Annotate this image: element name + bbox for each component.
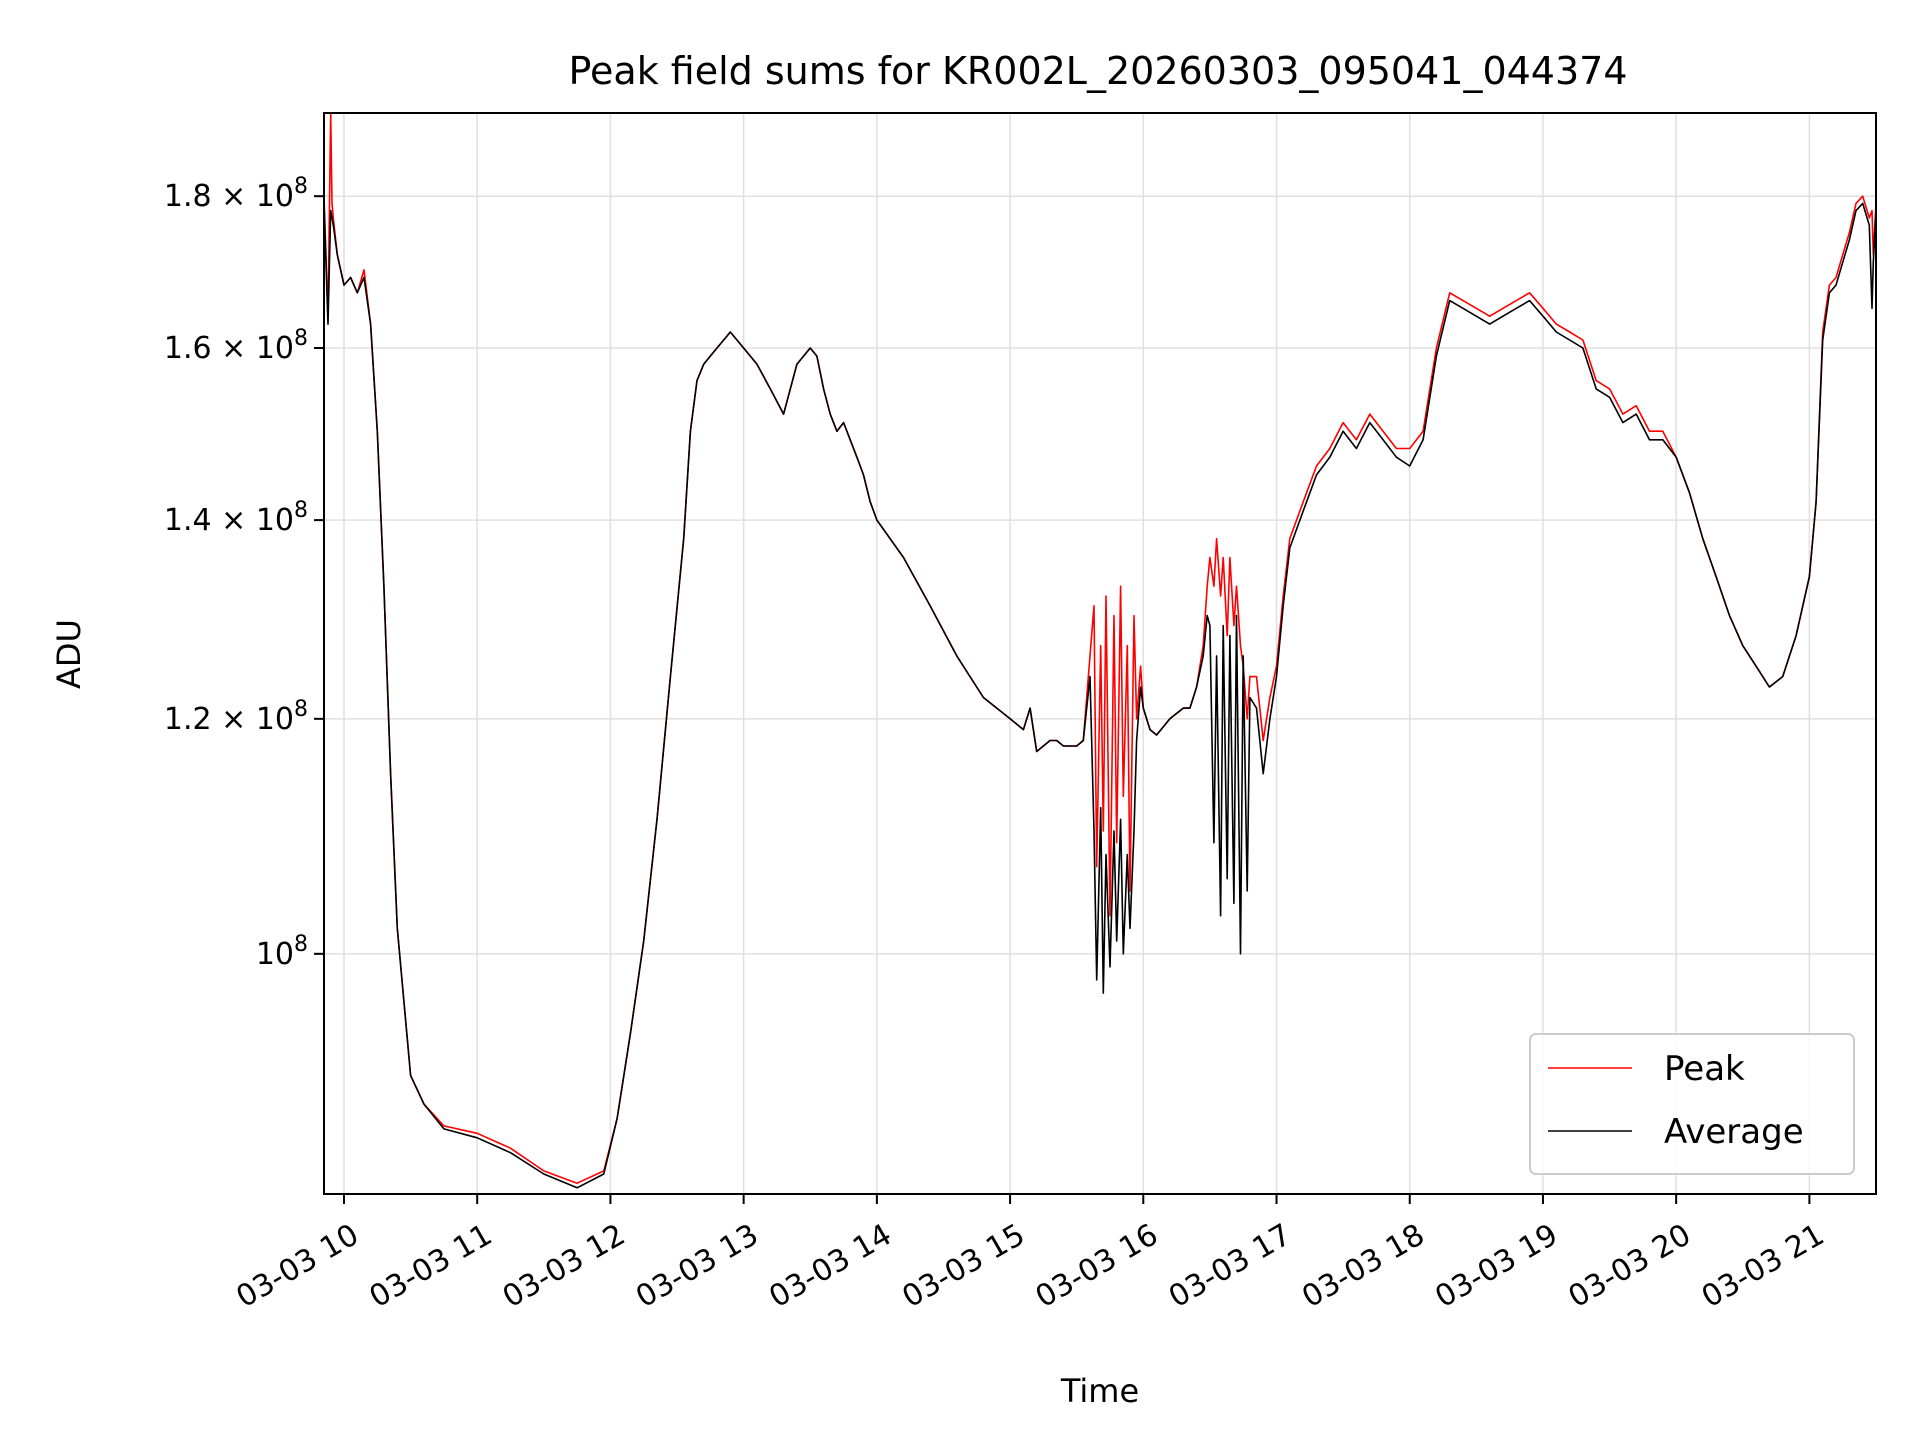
series-line-average <box>324 202 1876 1189</box>
x-axis-label: Time <box>1060 1372 1139 1410</box>
y-tick-label: 1.2 × 108 <box>164 697 308 737</box>
y-tick-label: 108 <box>256 932 308 972</box>
y-tick-label: 1.8 × 108 <box>164 174 308 214</box>
legend-label-peak: Peak <box>1664 1049 1745 1089</box>
series-lines <box>324 113 1876 1189</box>
legend-box <box>1529 1033 1855 1175</box>
y-axis-label: ADU <box>50 619 88 689</box>
y-axis-ticks: 108 1.2 × 108 1.4 × 108 1.6 × 108 1.8 × 108 <box>164 174 324 972</box>
legend-label-average: Average <box>1664 1112 1804 1152</box>
y-tick-label: 1.6 × 108 <box>164 326 308 366</box>
chart-title: Peak field sums for KR002L_20260303_0950… <box>568 49 1627 93</box>
y-tick-label: 1.4 × 108 <box>164 498 308 538</box>
legend: Peak Average <box>1529 1033 1855 1175</box>
plot-area-frame <box>323 112 1877 1195</box>
